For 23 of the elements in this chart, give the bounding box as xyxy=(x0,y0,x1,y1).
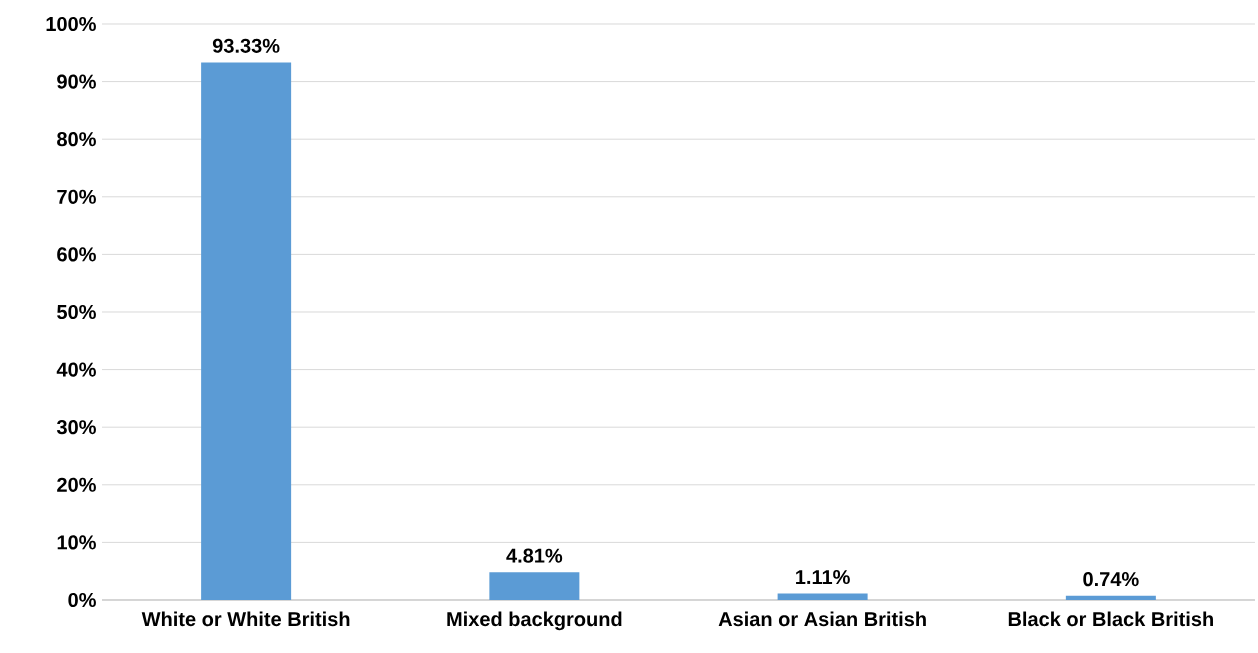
x-tick-label: Asian or Asian British xyxy=(718,611,926,627)
x-tick-label: White or White British xyxy=(141,611,350,627)
x-tick-label: Mixed background xyxy=(447,611,622,631)
y-tick-label: 10% xyxy=(57,535,96,550)
y-tick-label: 80% xyxy=(57,132,96,147)
y-tick-label: 50% xyxy=(57,304,96,320)
data-label: 0.74% xyxy=(1083,572,1139,587)
bar xyxy=(489,572,580,600)
bar xyxy=(777,593,868,600)
data-label: 4.81% xyxy=(506,548,563,563)
y-tick-label: 70% xyxy=(57,189,96,204)
y-tick-label: 100% xyxy=(46,16,96,32)
y-tick-label: 60% xyxy=(57,247,96,262)
y-tick-label: 40% xyxy=(56,362,96,377)
y-tick-label: 90% xyxy=(57,74,96,89)
y-tick-label: 0% xyxy=(68,592,96,608)
y-tick-label: 20% xyxy=(57,477,96,492)
bar xyxy=(1065,595,1156,600)
data-label: 93.33% xyxy=(212,38,280,53)
y-tick-label: 30% xyxy=(56,420,96,435)
data-label: 1.11% xyxy=(796,570,850,585)
x-tick-label: Black or Black British xyxy=(1008,611,1213,627)
bar xyxy=(201,62,292,600)
